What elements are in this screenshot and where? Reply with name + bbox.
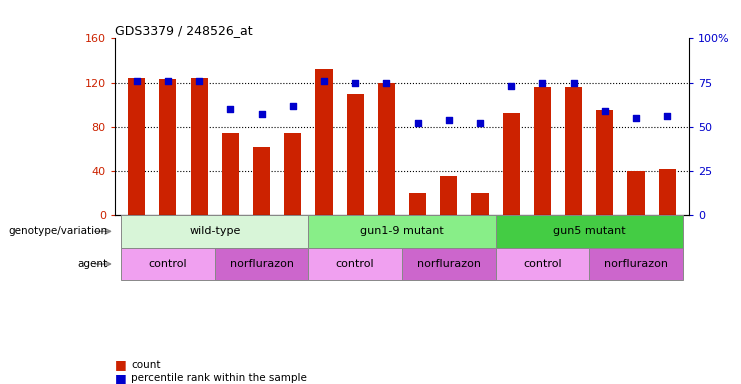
Point xyxy=(599,108,611,114)
Point xyxy=(287,103,299,109)
Bar xyxy=(496,248,589,280)
Text: gun1-9 mutant: gun1-9 mutant xyxy=(360,226,444,237)
Text: wild-type: wild-type xyxy=(189,226,240,237)
Text: control: control xyxy=(336,259,374,269)
Point xyxy=(443,117,455,123)
Point xyxy=(130,78,142,84)
Point xyxy=(474,120,486,126)
Point xyxy=(380,79,392,86)
Bar xyxy=(440,176,457,215)
Bar xyxy=(565,87,582,215)
Bar xyxy=(222,133,239,215)
Text: control: control xyxy=(149,259,187,269)
Bar xyxy=(316,70,333,215)
Point xyxy=(318,78,330,84)
Text: control: control xyxy=(523,259,562,269)
Point xyxy=(225,106,236,112)
Bar xyxy=(378,83,395,215)
Bar xyxy=(284,133,302,215)
Text: norflurazon: norflurazon xyxy=(230,259,293,269)
Bar xyxy=(402,248,496,280)
Text: percentile rank within the sample: percentile rank within the sample xyxy=(131,373,307,383)
Bar xyxy=(190,78,207,215)
Bar xyxy=(308,248,402,280)
Point xyxy=(256,111,268,118)
Point xyxy=(349,79,361,86)
Point xyxy=(630,115,642,121)
Bar xyxy=(471,193,488,215)
Point xyxy=(662,113,674,119)
Text: genotype/variation: genotype/variation xyxy=(8,226,107,237)
Text: agent: agent xyxy=(77,259,107,269)
Bar xyxy=(589,248,683,280)
Text: norflurazon: norflurazon xyxy=(604,259,668,269)
Bar xyxy=(121,248,215,280)
Bar xyxy=(253,147,270,215)
Text: GDS3379 / 248526_at: GDS3379 / 248526_at xyxy=(115,24,253,37)
Point xyxy=(412,120,424,126)
Bar xyxy=(502,114,520,215)
Bar xyxy=(347,94,364,215)
Bar xyxy=(121,215,308,248)
Text: count: count xyxy=(131,360,161,370)
Text: ■: ■ xyxy=(115,372,127,384)
Text: ■: ■ xyxy=(115,358,127,371)
Bar xyxy=(409,193,426,215)
Text: gun5 mutant: gun5 mutant xyxy=(553,226,625,237)
Bar xyxy=(659,169,676,215)
Point xyxy=(568,79,579,86)
Bar xyxy=(308,215,496,248)
Point xyxy=(505,83,517,89)
Point xyxy=(162,78,174,84)
Point xyxy=(536,79,548,86)
Bar xyxy=(215,248,308,280)
Bar xyxy=(628,171,645,215)
Bar xyxy=(159,79,176,215)
Bar xyxy=(496,215,683,248)
Bar xyxy=(128,78,145,215)
Bar xyxy=(597,110,614,215)
Text: norflurazon: norflurazon xyxy=(416,259,481,269)
Point xyxy=(193,78,205,84)
Bar xyxy=(534,87,551,215)
